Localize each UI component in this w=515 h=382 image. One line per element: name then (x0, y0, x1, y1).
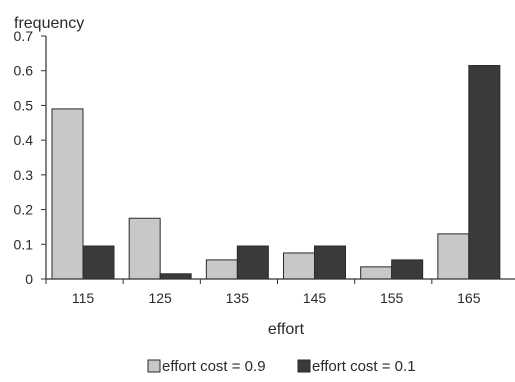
y-tick-label: 0.6 (14, 63, 34, 79)
legend-swatch (148, 360, 160, 372)
legend-label: effort cost = 0.9 (162, 358, 266, 375)
bar-cost-0.9-125 (129, 218, 160, 279)
y-axis-ticks: 00.10.20.30.40.50.60.7 (14, 28, 46, 287)
x-tick-label: 145 (303, 290, 327, 306)
bar-cost-0.9-165 (438, 234, 469, 279)
bar-cost-0.9-155 (361, 267, 392, 279)
bar-cost-0.1-135 (237, 246, 268, 279)
legend: effort cost = 0.9 effort cost = 0.1 (148, 358, 416, 375)
legend-swatch (298, 360, 310, 372)
bar-cost-0.1-115 (83, 246, 114, 279)
bars (52, 66, 500, 279)
bar-cost-0.1-155 (392, 260, 423, 279)
x-tick-label: 115 (72, 290, 95, 306)
bar-cost-0.1-165 (469, 66, 500, 279)
y-tick-label: 0.1 (14, 236, 34, 252)
y-tick-label: 0.3 (14, 167, 34, 183)
x-tick-label: 135 (226, 290, 250, 306)
legend-label: effort cost = 0.1 (312, 358, 416, 375)
y-tick-label: 0.4 (14, 132, 34, 148)
y-tick-label: 0.5 (14, 97, 34, 113)
x-tick-label: 125 (148, 290, 172, 306)
bar-cost-0.1-125 (160, 274, 191, 279)
x-tick-label: 155 (380, 290, 404, 306)
bar-cost-0.9-145 (284, 253, 315, 279)
y-tick-label: 0.2 (14, 202, 34, 218)
x-axis-ticks: 115 125 135 145 155 165 (46, 279, 481, 306)
y-tick-label: 0 (25, 271, 33, 287)
x-tick-label: 165 (457, 290, 481, 306)
bar-cost-0.1-145 (315, 246, 346, 279)
bar-cost-0.9-115 (52, 109, 83, 279)
x-axis-label: effort (268, 321, 305, 338)
y-axis-label: frequency (14, 15, 84, 32)
bar-cost-0.9-135 (206, 260, 237, 279)
